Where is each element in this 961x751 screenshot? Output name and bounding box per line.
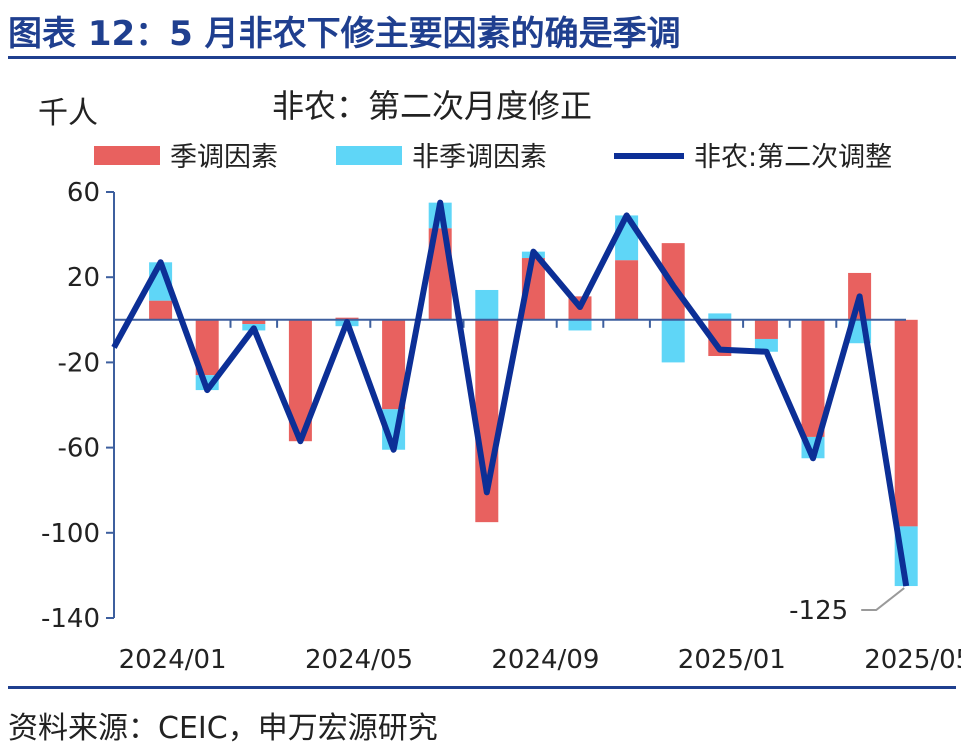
figure-title: 图表 12：5 月非农下修主要因素的确是季调 [8,14,681,54]
y-tick-label: -60 [58,434,100,464]
legend: 季调因素 非季调因素 非农:第二次调整 [94,142,892,173]
bar-seasonal [615,260,639,320]
x-tick-label: 2025/05 [864,645,961,675]
x-tick-label: 2024/05 [305,645,413,675]
legend-label-line: 非农:第二次调整 [694,142,892,173]
annotation-leader-line [861,587,905,611]
y-unit-label: 千人 [38,96,98,131]
legend-label-seasonal: 季调因素 [170,142,278,173]
bar-non-seasonal [708,313,732,320]
bar-seasonal [335,317,359,320]
footer-divider [8,686,956,689]
bar-seasonal [242,319,266,325]
chart-title: 非农：第二次月度修正 [272,87,592,125]
bar-seasonal [801,319,825,437]
bar-non-seasonal [661,319,685,363]
bar-seasonal [195,319,219,376]
series-line-nonfarm-revision [111,199,910,587]
y-tick-label: 60 [67,178,100,208]
y-tick-label: -20 [58,348,100,378]
x-tick-label: 2024/01 [119,645,227,675]
bar-seasonal [288,319,312,442]
legend-swatch-seasonal [94,146,160,165]
bar-seasonal [754,319,778,339]
bar-seasonal [149,300,173,320]
bar-seasonal [382,319,406,410]
x-tick-label: 2024/09 [491,645,599,675]
bar-non-seasonal [568,319,592,331]
y-tick-label: 20 [67,263,100,293]
y-tick-label: -140 [41,604,100,634]
plot-area: 60 20 -20 -60 -100 -140 2024/01 2024/05 2024/09 2… [41,178,961,675]
x-tick-label: 2025/01 [678,645,786,675]
annotation-label: -125 [789,596,848,626]
bar-non-seasonal [475,289,499,320]
legend-swatch-non-seasonal [336,146,402,165]
legend-label-non-seasonal: 非季调因素 [412,142,547,173]
y-tick-label: -100 [41,519,100,549]
source-note: 资料来源：CEIC，申万宏源研究 [8,711,438,746]
title-divider [8,56,956,59]
bar-seasonal [894,319,918,527]
